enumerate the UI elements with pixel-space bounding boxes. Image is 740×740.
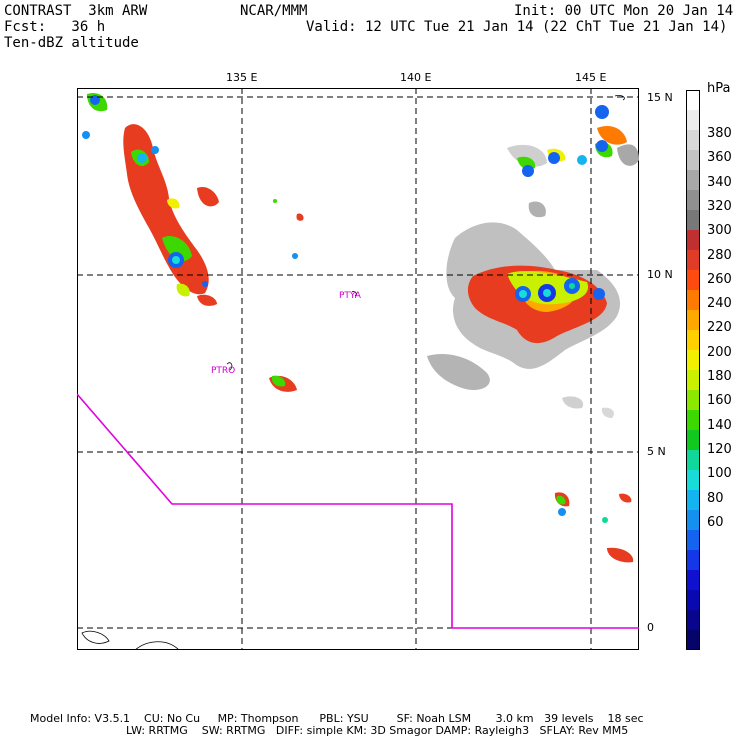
lat-label-5n: 5 N xyxy=(647,445,666,458)
colorbar-swatch xyxy=(686,90,700,111)
colorbar-label: 360 xyxy=(707,150,732,166)
colorbar-label: 160 xyxy=(707,393,732,409)
colorbar-swatch xyxy=(686,390,700,411)
colorbar-swatch xyxy=(686,130,700,151)
colorbar-swatch xyxy=(686,590,700,611)
colorbar-swatch xyxy=(686,610,700,631)
colorbar-frame xyxy=(686,90,700,650)
forecast-hour: Fcst: 36 h xyxy=(4,19,106,35)
colorbar-label: 120 xyxy=(707,441,732,457)
colorbar-swatch xyxy=(686,190,700,211)
colorbar-label: 80 xyxy=(707,490,724,506)
init-time: Init: 00 UTC Mon 20 Jan 14 xyxy=(514,3,734,19)
colorbar-swatch xyxy=(686,230,700,251)
colorbar-swatch xyxy=(686,470,700,491)
colorbar-label: 140 xyxy=(707,417,732,433)
colorbar-swatch xyxy=(686,450,700,471)
lon-label-145: 145 E xyxy=(575,71,607,84)
colorbar-label: 300 xyxy=(707,223,732,239)
colorbar-swatch xyxy=(686,170,700,191)
lat-label-10n: 10 N xyxy=(647,268,673,281)
colorbar-label: 320 xyxy=(707,198,732,214)
colorbar-label: 280 xyxy=(707,247,732,263)
map-panel: PTYA PTRO xyxy=(77,88,639,650)
lat-label-15n: 15 N xyxy=(647,91,673,104)
colorbar-swatch xyxy=(686,310,700,331)
colorbar-swatch xyxy=(686,350,700,371)
colorbar-label: 260 xyxy=(707,271,732,287)
colorbar-label: 100 xyxy=(707,466,732,482)
colorbar-label: 240 xyxy=(707,296,732,312)
colorbar xyxy=(686,90,700,650)
model-title: CONTRAST 3km ARW xyxy=(4,3,148,19)
lon-label-140: 140 E xyxy=(400,71,432,84)
colorbar-swatch xyxy=(686,210,700,231)
colorbar-unit: hPa xyxy=(707,81,731,96)
station-ptro: PTRO xyxy=(211,366,235,376)
lat-label-0: 0 xyxy=(647,621,654,634)
colorbar-swatch xyxy=(686,370,700,391)
colorbar-swatch xyxy=(686,330,700,351)
colorbar-swatch xyxy=(686,150,700,171)
colorbar-label: 220 xyxy=(707,320,732,336)
colorbar-swatch xyxy=(686,630,700,650)
colorbar-swatch xyxy=(686,510,700,531)
echo-deep-cores xyxy=(82,95,609,523)
institution-label: NCAR/MMM xyxy=(240,3,308,19)
field-name: Ten-dBZ altitude xyxy=(4,35,139,51)
colorbar-swatch xyxy=(686,530,700,551)
colorbar-swatch xyxy=(686,430,700,451)
model-info-line2: LW: RRTMG SW: RRTMG DIFF: simple KM: 3D … xyxy=(126,724,629,737)
colorbar-label: 60 xyxy=(707,514,724,530)
colorbar-swatch xyxy=(686,290,700,311)
colorbar-label: 380 xyxy=(707,126,732,141)
colorbar-swatch xyxy=(686,570,700,591)
colorbar-swatch xyxy=(686,250,700,271)
graticule xyxy=(77,88,639,650)
colorbar-label: 180 xyxy=(707,369,732,384)
colorbar-swatch xyxy=(686,550,700,571)
station-ptya: PTYA xyxy=(339,291,362,301)
colorbar-label: 340 xyxy=(707,174,732,190)
colorbar-swatch xyxy=(686,110,700,131)
colorbar-swatch xyxy=(686,410,700,431)
map-frame xyxy=(77,88,639,650)
lon-label-135: 135 E xyxy=(226,71,258,84)
colorbar-label: 200 xyxy=(707,344,732,360)
colorbar-swatch xyxy=(686,490,700,511)
valid-time: Valid: 12 UTC Tue 21 Jan 14 (22 ChT Tue … xyxy=(306,19,728,35)
model-info-line1: Model Info: V3.5.1 CU: No Cu MP: Thompso… xyxy=(30,712,644,725)
colorbar-swatch xyxy=(686,270,700,291)
coastlines xyxy=(81,95,625,650)
boundary-line xyxy=(77,393,639,629)
